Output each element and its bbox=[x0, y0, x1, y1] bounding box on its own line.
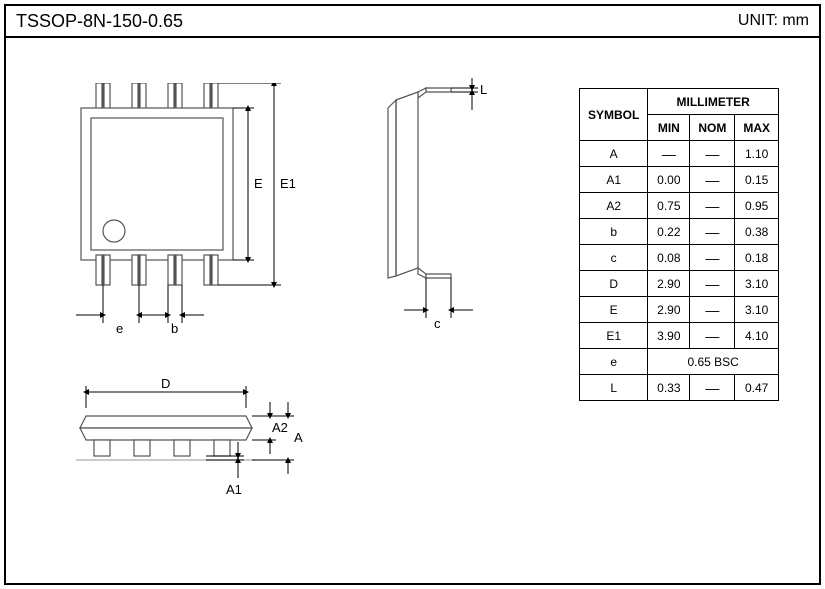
package-drawing-frame: TSSOP-8N-150-0.65 UNIT: mm bbox=[4, 4, 821, 585]
dim-label-A1: A1 bbox=[226, 482, 242, 497]
cell-max: 3.10 bbox=[735, 271, 779, 297]
header-bar: TSSOP-8N-150-0.65 UNIT: mm bbox=[6, 6, 819, 38]
table-row: E2.90—3.10 bbox=[579, 297, 778, 323]
cell-max: 1.10 bbox=[735, 141, 779, 167]
package-title: TSSOP-8N-150-0.65 bbox=[16, 11, 183, 32]
cell-nom: — bbox=[690, 167, 735, 193]
cell-min: — bbox=[648, 141, 690, 167]
cell-nom: — bbox=[690, 219, 735, 245]
cell-nom: — bbox=[690, 245, 735, 271]
table-row: A20.75—0.95 bbox=[579, 193, 778, 219]
cell-min: 0.08 bbox=[648, 245, 690, 271]
dim-label-E1: E1 bbox=[280, 176, 296, 191]
table-row: b0.22—0.38 bbox=[579, 219, 778, 245]
cell-symbol: D bbox=[579, 271, 647, 297]
dim-label-D: D bbox=[161, 378, 170, 391]
table-row: D2.90—3.10 bbox=[579, 271, 778, 297]
dimension-table-wrap: SYMBOL MILLIMETER MIN NOM MAX A——1.10A10… bbox=[579, 88, 779, 401]
cell-symbol: E1 bbox=[579, 323, 647, 349]
cell-nom: — bbox=[690, 141, 735, 167]
th-unit: MILLIMETER bbox=[648, 89, 779, 115]
dim-label-A2: A2 bbox=[272, 420, 288, 435]
cell-symbol: A2 bbox=[579, 193, 647, 219]
cell-max: 3.10 bbox=[735, 297, 779, 323]
dimension-table: SYMBOL MILLIMETER MIN NOM MAX A——1.10A10… bbox=[579, 88, 779, 401]
table-row: A10.00—0.15 bbox=[579, 167, 778, 193]
cell-nom: — bbox=[690, 297, 735, 323]
th-nom: NOM bbox=[690, 115, 735, 141]
top-view-svg: E E1 e bbox=[76, 83, 336, 363]
table-row: A——1.10 bbox=[579, 141, 778, 167]
table-row: L0.33—0.47 bbox=[579, 375, 778, 401]
table-row: E13.90—4.10 bbox=[579, 323, 778, 349]
cell-min: 0.22 bbox=[648, 219, 690, 245]
cell-min: 0.00 bbox=[648, 167, 690, 193]
cell-max: 4.10 bbox=[735, 323, 779, 349]
cell-span: 0.65 BSC bbox=[648, 349, 779, 375]
side-view-svg: L c bbox=[366, 78, 506, 378]
unit-label: UNIT: mm bbox=[738, 12, 809, 30]
cell-max: 0.47 bbox=[735, 375, 779, 401]
table-row: e0.65 BSC bbox=[579, 349, 778, 375]
dim-label-L: L bbox=[480, 82, 487, 97]
cell-symbol: A1 bbox=[579, 167, 647, 193]
cell-nom: — bbox=[690, 271, 735, 297]
cell-max: 0.18 bbox=[735, 245, 779, 271]
dim-label-A: A bbox=[294, 430, 303, 445]
cell-symbol: b bbox=[579, 219, 647, 245]
cell-nom: — bbox=[690, 375, 735, 401]
cell-symbol: L bbox=[579, 375, 647, 401]
cell-symbol: e bbox=[579, 349, 647, 375]
th-max: MAX bbox=[735, 115, 779, 141]
side-view: L c bbox=[366, 78, 506, 378]
top-view: E E1 e bbox=[76, 83, 336, 363]
cell-max: 0.15 bbox=[735, 167, 779, 193]
cell-min: 3.90 bbox=[648, 323, 690, 349]
drawing-content: E E1 e bbox=[6, 38, 819, 581]
dim-label-e: e bbox=[116, 321, 123, 336]
cell-max: 0.38 bbox=[735, 219, 779, 245]
front-view-svg: D bbox=[76, 378, 346, 558]
table-row: c0.08—0.18 bbox=[579, 245, 778, 271]
dim-label-b: b bbox=[171, 321, 178, 336]
th-min: MIN bbox=[648, 115, 690, 141]
dim-label-E: E bbox=[254, 176, 263, 191]
cell-nom: — bbox=[690, 323, 735, 349]
cell-symbol: c bbox=[579, 245, 647, 271]
cell-max: 0.95 bbox=[735, 193, 779, 219]
front-view: D bbox=[76, 378, 346, 558]
cell-min: 2.90 bbox=[648, 271, 690, 297]
dim-label-c: c bbox=[434, 316, 441, 331]
cell-nom: — bbox=[690, 193, 735, 219]
th-symbol: SYMBOL bbox=[579, 89, 647, 141]
cell-min: 0.33 bbox=[648, 375, 690, 401]
cell-min: 0.75 bbox=[648, 193, 690, 219]
cell-symbol: A bbox=[579, 141, 647, 167]
cell-min: 2.90 bbox=[648, 297, 690, 323]
cell-symbol: E bbox=[579, 297, 647, 323]
